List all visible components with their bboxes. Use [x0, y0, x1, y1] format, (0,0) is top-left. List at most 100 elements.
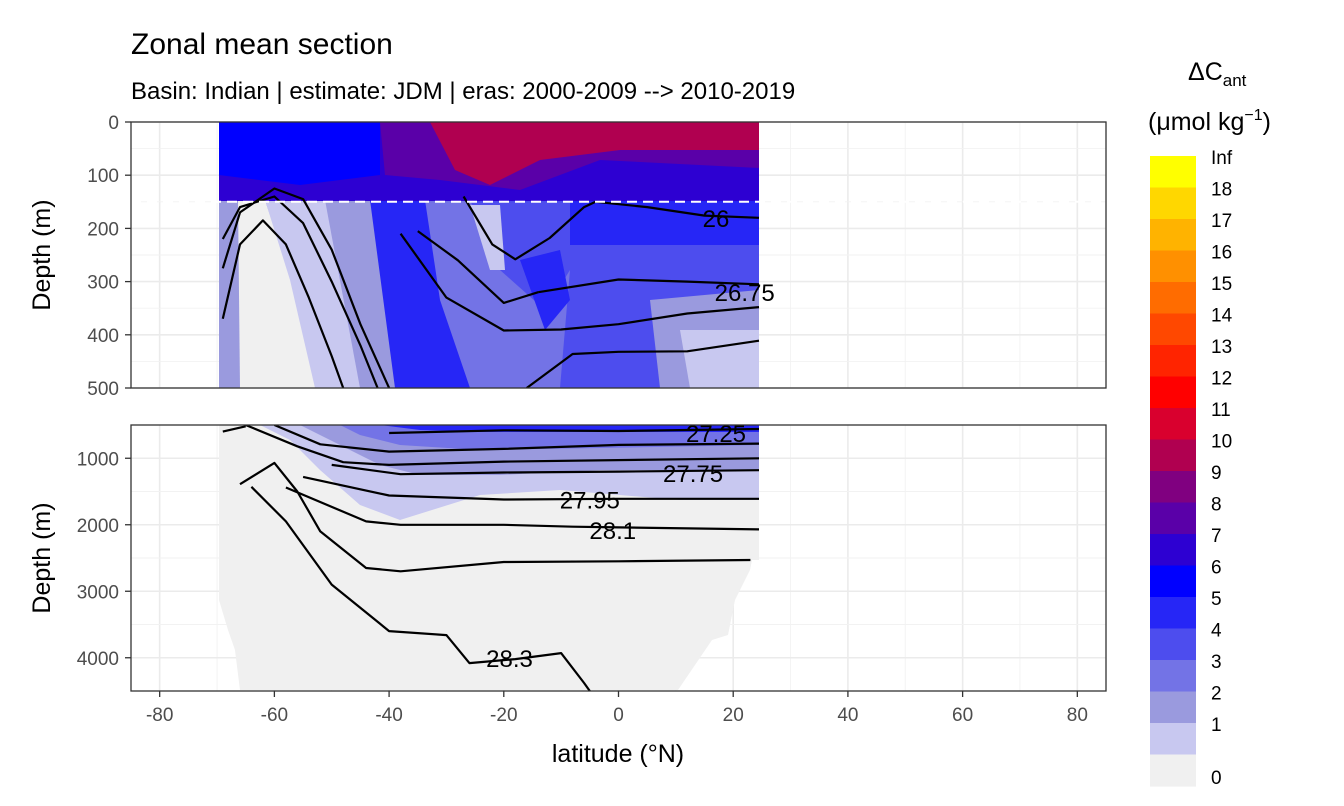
upper-panel-fill — [219, 122, 759, 388]
legend-label: 8 — [1211, 495, 1222, 516]
legend-swatch — [1150, 754, 1196, 787]
legend-swatch — [1150, 723, 1196, 756]
contour-label: 26.75 — [715, 280, 775, 307]
contour-line — [399, 233, 760, 332]
y-tick-label: 500 — [87, 379, 119, 400]
x-tick-label: -40 — [375, 705, 402, 726]
legend-swatch — [1150, 565, 1196, 598]
y-tick-label: 400 — [87, 326, 119, 347]
x-tick-label: -20 — [490, 705, 517, 726]
contour-line-28.3 — [250, 486, 591, 691]
upper-fill-south-clear — [238, 200, 320, 388]
legend-title: ΔCant — [1188, 58, 1247, 90]
y-tick-label: 3000 — [77, 582, 119, 603]
legend-label: 2 — [1211, 684, 1222, 705]
contour-line — [222, 425, 246, 433]
legend-swatch — [1150, 156, 1196, 189]
x-tick-label: -60 — [261, 705, 288, 726]
upper-y-axis: 0 100 200 300 400 500 — [87, 113, 131, 400]
contour-line — [417, 230, 539, 304]
legend-swatch — [1150, 597, 1196, 630]
x-tick-label: 60 — [952, 705, 973, 726]
legend-swatches — [1150, 156, 1196, 787]
chart-title: Zonal mean section — [131, 28, 393, 61]
legend-swatch — [1150, 534, 1196, 567]
contour-line — [239, 461, 751, 573]
legend-swatch — [1150, 502, 1196, 535]
legend-swatch — [1150, 439, 1196, 472]
legend-swatch — [1150, 376, 1196, 409]
x-axis-title: latitude (°N) — [552, 740, 684, 768]
contour-label: 26 — [703, 206, 730, 233]
contour-label: 28.3 — [486, 646, 533, 673]
legend-label: 5 — [1211, 589, 1222, 610]
y-tick-label: 200 — [87, 219, 119, 240]
legend-swatch — [1150, 660, 1196, 693]
x-tick-label: -80 — [146, 705, 173, 726]
y-tick-label: 300 — [87, 273, 119, 294]
upper-panel-border — [130, 121, 1107, 389]
upper-fill-south-pale — [265, 200, 370, 388]
legend-label: 12 — [1211, 369, 1232, 390]
legend-label: 4 — [1211, 621, 1222, 642]
contour-line-26 — [595, 200, 760, 219]
colorbar-legend: ΔCant (μmol kg−1) Inf1817161514131211109… — [1148, 58, 1271, 789]
upper-fill-thermocline — [570, 200, 759, 245]
legend-label: 11 — [1211, 400, 1231, 421]
legend-swatch — [1150, 219, 1196, 252]
x-tick-label: 0 — [613, 705, 624, 726]
contour-line — [273, 425, 760, 453]
legend-label: 13 — [1211, 337, 1232, 358]
upper-fill-subtropic — [520, 250, 570, 330]
legend-label: 10 — [1211, 432, 1232, 453]
contour-line-26.75 — [538, 278, 760, 294]
legend-swatch — [1150, 691, 1196, 724]
legend-swatch — [1150, 187, 1196, 220]
legend-label: 15 — [1211, 274, 1232, 295]
legend-swatch — [1150, 250, 1196, 283]
x-axis: -80 -60 -40 -20 0 20 40 60 80 — [146, 691, 1088, 726]
contour-line-27.95 — [302, 475, 759, 501]
upper-fill-north-pale — [680, 330, 759, 388]
contour-line — [462, 195, 597, 261]
y-tick-label: 0 — [108, 113, 119, 134]
legend-label: Inf — [1211, 148, 1233, 169]
contour-line — [526, 339, 760, 388]
upper-fill-band — [370, 200, 470, 388]
chart-subtitle: Basin: Indian | estimate: JDM | eras: 20… — [131, 78, 795, 105]
legend-swatch — [1150, 408, 1196, 441]
contour-line — [221, 219, 345, 388]
y-tick-label: 1000 — [77, 449, 119, 470]
legend-label: 0 — [1211, 768, 1222, 789]
x-tick-label: 20 — [723, 705, 744, 726]
y-tick-label: 100 — [87, 166, 119, 187]
legend-unit: (μmol kg−1) — [1148, 107, 1271, 136]
legend-label: 9 — [1211, 463, 1222, 484]
legend-label: 1 — [1211, 715, 1222, 736]
legend-label: 7 — [1211, 526, 1222, 547]
contour-line — [221, 195, 379, 388]
legend-swatch — [1150, 345, 1196, 378]
lower-y-axis-title: Depth (m) — [28, 502, 56, 613]
upper-panel-contours — [221, 187, 760, 388]
upper-panel-contour-labels: 26 26.75 — [703, 206, 775, 307]
contour-line-27.25 — [389, 427, 760, 435]
x-tick-label: 40 — [837, 705, 858, 726]
lower-y-axis: 1000 2000 3000 4000 — [77, 449, 131, 670]
x-tick-label: 80 — [1067, 705, 1088, 726]
contour-line-27.75 — [331, 463, 760, 476]
y-tick-label: 4000 — [77, 649, 119, 670]
contour-label: 27.75 — [663, 461, 723, 488]
contour-label: 28.1 — [589, 518, 636, 545]
contour-line — [245, 425, 760, 466]
contour-label: 27.95 — [560, 487, 620, 514]
legend-swatch — [1150, 313, 1196, 346]
y-tick-label: 2000 — [77, 516, 119, 537]
upper-y-axis-title: Depth (m) — [28, 199, 56, 310]
upper-fill-surface-max — [430, 122, 759, 185]
contour-label: 27.25 — [686, 421, 746, 448]
legend-swatch — [1150, 471, 1196, 504]
contour-line — [221, 187, 391, 388]
